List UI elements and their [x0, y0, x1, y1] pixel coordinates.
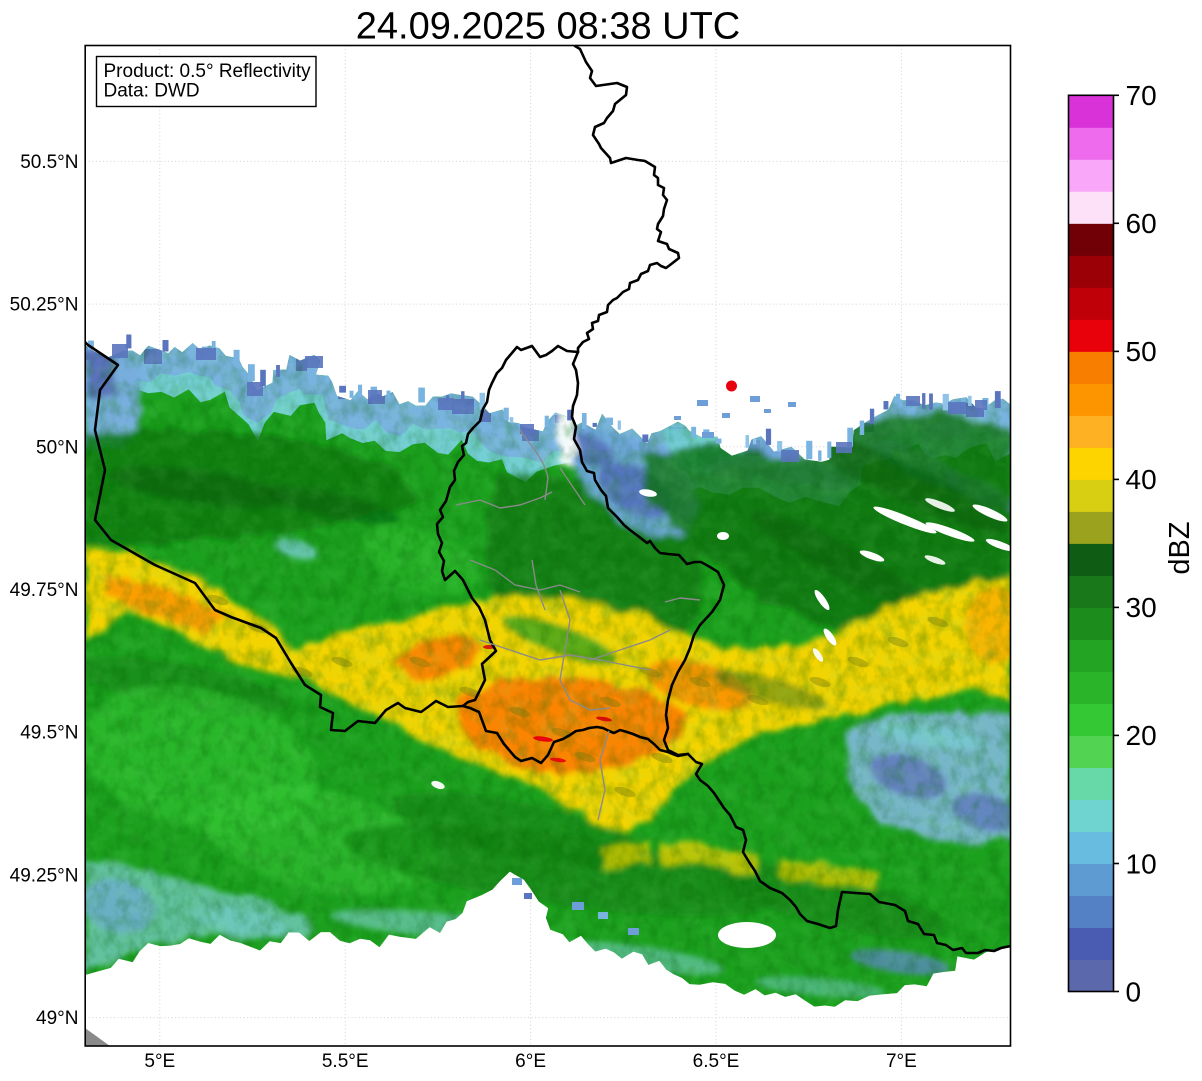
svg-text:7°E: 7°E	[886, 1051, 917, 1072]
svg-text:49.75°N: 49.75°N	[10, 580, 79, 601]
svg-text:0: 0	[1126, 976, 1142, 1007]
svg-text:70: 70	[1126, 80, 1157, 111]
svg-text:10: 10	[1126, 848, 1157, 879]
svg-text:60: 60	[1126, 208, 1157, 239]
svg-text:50°N: 50°N	[36, 437, 78, 458]
svg-text:49°N: 49°N	[36, 1008, 78, 1029]
svg-text:Product: 0.5° Reflectivity: Product: 0.5° Reflectivity	[104, 61, 312, 82]
svg-text:Data: DWD: Data: DWD	[104, 81, 200, 102]
svg-text:20: 20	[1126, 720, 1157, 751]
svg-text:40: 40	[1126, 464, 1157, 495]
svg-text:50.25°N: 50.25°N	[10, 295, 79, 316]
svg-text:50.5°N: 50.5°N	[20, 152, 78, 173]
svg-text:50: 50	[1126, 336, 1157, 367]
svg-text:dBZ: dBZ	[1164, 521, 1196, 574]
svg-text:5.5°E: 5.5°E	[322, 1051, 369, 1072]
svg-text:30: 30	[1126, 592, 1157, 623]
svg-text:6.5°E: 6.5°E	[693, 1051, 740, 1072]
svg-text:49.25°N: 49.25°N	[10, 865, 79, 886]
svg-text:24.09.2025 08:38 UTC: 24.09.2025 08:38 UTC	[356, 6, 741, 48]
svg-text:6°E: 6°E	[515, 1051, 546, 1072]
svg-text:49.5°N: 49.5°N	[20, 723, 78, 744]
svg-text:5°E: 5°E	[144, 1051, 175, 1072]
